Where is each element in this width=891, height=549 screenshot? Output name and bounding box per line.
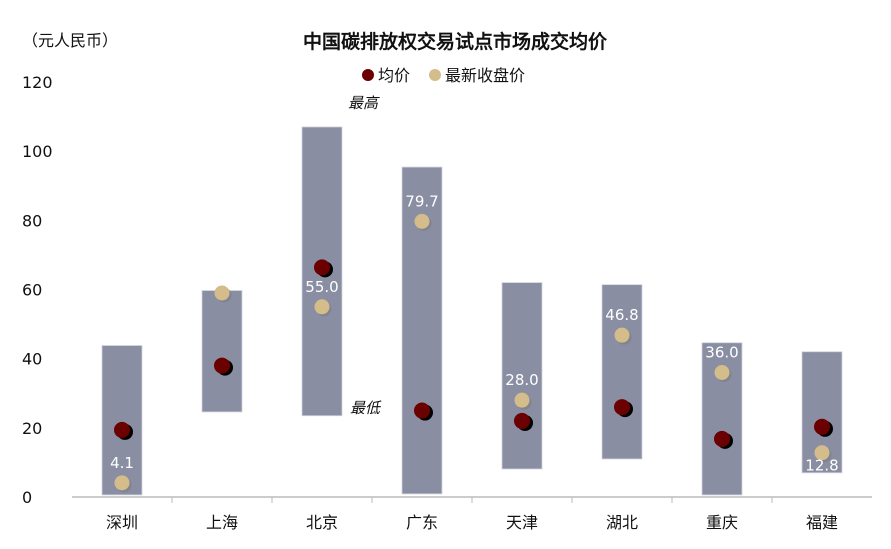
avg-point [614, 399, 630, 416]
avg-point [814, 418, 830, 435]
range-bar [601, 284, 643, 460]
range-bar [201, 290, 243, 413]
legend-marker-avg [362, 69, 374, 81]
close-point [614, 327, 630, 343]
x-tick-label: 北京 [306, 513, 338, 532]
avg-point [414, 402, 430, 419]
legend-label-close: 最新收盘价 [445, 66, 525, 85]
close-point [514, 392, 530, 408]
x-tick-label: 福建 [806, 513, 838, 532]
y-tick-label: 0 [22, 488, 32, 507]
close-point [414, 213, 430, 229]
close-data-label: 59.0 [205, 264, 238, 282]
avg-point [514, 412, 530, 429]
y-tick-label: 120 [22, 73, 53, 92]
legend-marker-close [429, 69, 441, 81]
close-point [214, 285, 230, 301]
y-tick-label: 20 [22, 419, 42, 438]
avg-point [314, 259, 330, 276]
y-tick-label: 40 [22, 350, 42, 369]
y-tick-label: 80 [22, 211, 42, 230]
close-point [814, 445, 830, 461]
close-data-label: 12.8 [805, 457, 838, 475]
close-point [114, 475, 130, 491]
close-data-label: 46.8 [605, 306, 638, 324]
range-bar [501, 282, 543, 470]
y-tick-label: 100 [22, 142, 53, 161]
close-data-label: 55.0 [305, 278, 338, 296]
close-data-label: 28.0 [505, 371, 538, 389]
avg-point [114, 421, 130, 438]
x-tick-label: 天津 [506, 513, 538, 532]
avg-point [714, 430, 730, 447]
y-tick-label: 60 [22, 281, 42, 300]
y-axis-unit: （元人民币） [22, 31, 118, 50]
legend: 均价 最新收盘价 [362, 66, 525, 85]
annotation-low: 最低 [350, 399, 382, 417]
close-point [314, 299, 330, 315]
x-tick-label: 重庆 [706, 513, 738, 532]
x-tick-label: 深圳 [106, 513, 138, 532]
close-data-label: 36.0 [705, 344, 738, 362]
x-tick-label: 上海 [206, 513, 238, 532]
chart-title: 中国碳排放权交易试点市场成交均价 [303, 30, 608, 53]
close-data-label: 79.7 [405, 192, 438, 210]
annotation-high: 最高 [348, 94, 380, 112]
range-bar [101, 345, 143, 496]
x-tick-label: 广东 [406, 513, 438, 532]
legend-label-avg: 均价 [378, 66, 410, 85]
close-point [714, 365, 730, 380]
close-data-label: 4.1 [110, 454, 134, 472]
avg-point [214, 357, 230, 374]
x-tick-label: 湖北 [606, 513, 638, 532]
